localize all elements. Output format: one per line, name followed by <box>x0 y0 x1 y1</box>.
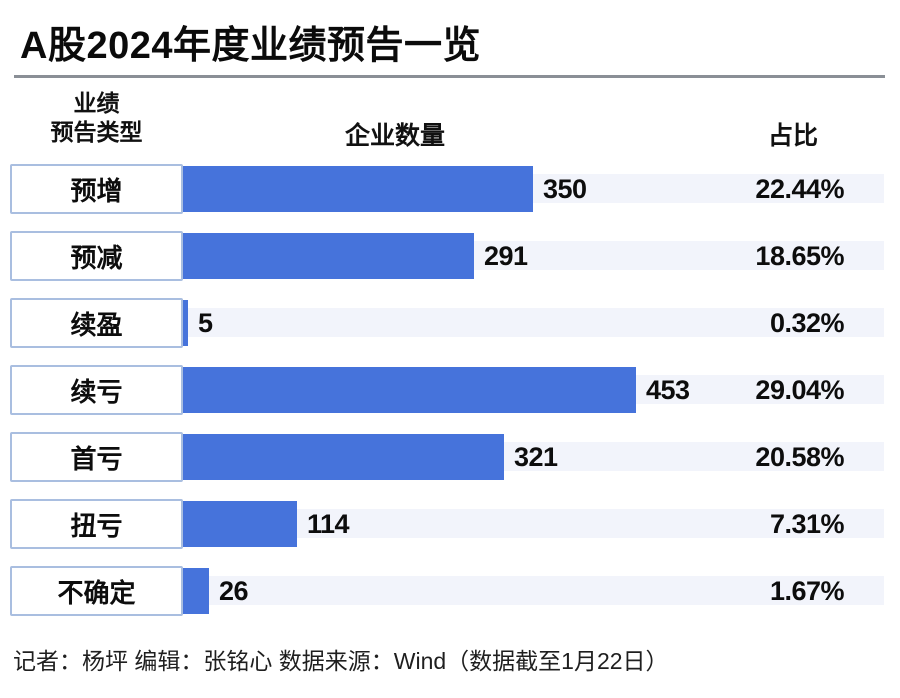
column-header-forecast-type: 业绩 预告类型 <box>10 89 183 147</box>
bar-track <box>183 308 884 337</box>
bar <box>183 434 504 480</box>
table-row: 预减 291 18.65% <box>0 231 900 281</box>
count-value: 26 <box>219 575 249 606</box>
table-row: 首亏 321 20.58% <box>0 432 900 482</box>
count-value: 5 <box>198 307 213 338</box>
table-row: 续盈 5 0.32% <box>0 298 900 348</box>
percentage-value: 20.58% <box>755 441 844 472</box>
bar-track <box>183 509 884 538</box>
bar <box>183 367 636 413</box>
bar <box>183 568 209 614</box>
table-row: 不确定 26 1.67% <box>0 566 900 616</box>
bar <box>183 166 533 212</box>
table-row: 预增 350 22.44% <box>0 164 900 214</box>
percentage-value: 7.31% <box>769 508 845 539</box>
category-label-box: 不确定 <box>10 566 183 616</box>
count-value: 453 <box>646 374 690 405</box>
percentage-value: 18.65% <box>755 240 844 271</box>
category-label-box: 扭亏 <box>10 499 183 549</box>
count-value: 291 <box>484 240 528 271</box>
page-title: A股2024年度业绩预告一览 <box>20 25 481 67</box>
bar-track <box>183 576 884 605</box>
bar <box>183 233 474 279</box>
category-label-box: 预减 <box>10 231 183 281</box>
percentage-value: 29.04% <box>755 374 844 405</box>
title-divider <box>14 75 885 78</box>
percentage-value: 1.67% <box>769 575 845 606</box>
category-label-box: 首亏 <box>10 432 183 482</box>
percentage-value: 22.44% <box>755 173 844 204</box>
bar <box>183 300 188 346</box>
count-value: 350 <box>543 173 587 204</box>
count-value: 114 <box>307 508 350 539</box>
category-label-box: 续亏 <box>10 365 183 415</box>
table-row: 续亏 453 29.04% <box>0 365 900 415</box>
column-header-percentage: 占比 <box>767 122 818 150</box>
table-row: 扭亏 114 7.31% <box>0 499 900 549</box>
bar <box>183 501 297 547</box>
category-label-box: 预增 <box>10 164 183 214</box>
column-header-company-count: 企业数量 <box>344 122 445 150</box>
count-value: 321 <box>514 441 558 472</box>
column-header-forecast-type-line1: 业绩 <box>73 90 120 116</box>
percentage-value: 0.32% <box>769 307 845 338</box>
category-label-box: 续盈 <box>10 298 183 348</box>
column-header-forecast-type-line2: 预告类型 <box>50 119 143 145</box>
credits-footer: 记者：杨坪 编辑：张铭心 数据来源：Wind（数据截至1月22日） <box>13 648 669 674</box>
